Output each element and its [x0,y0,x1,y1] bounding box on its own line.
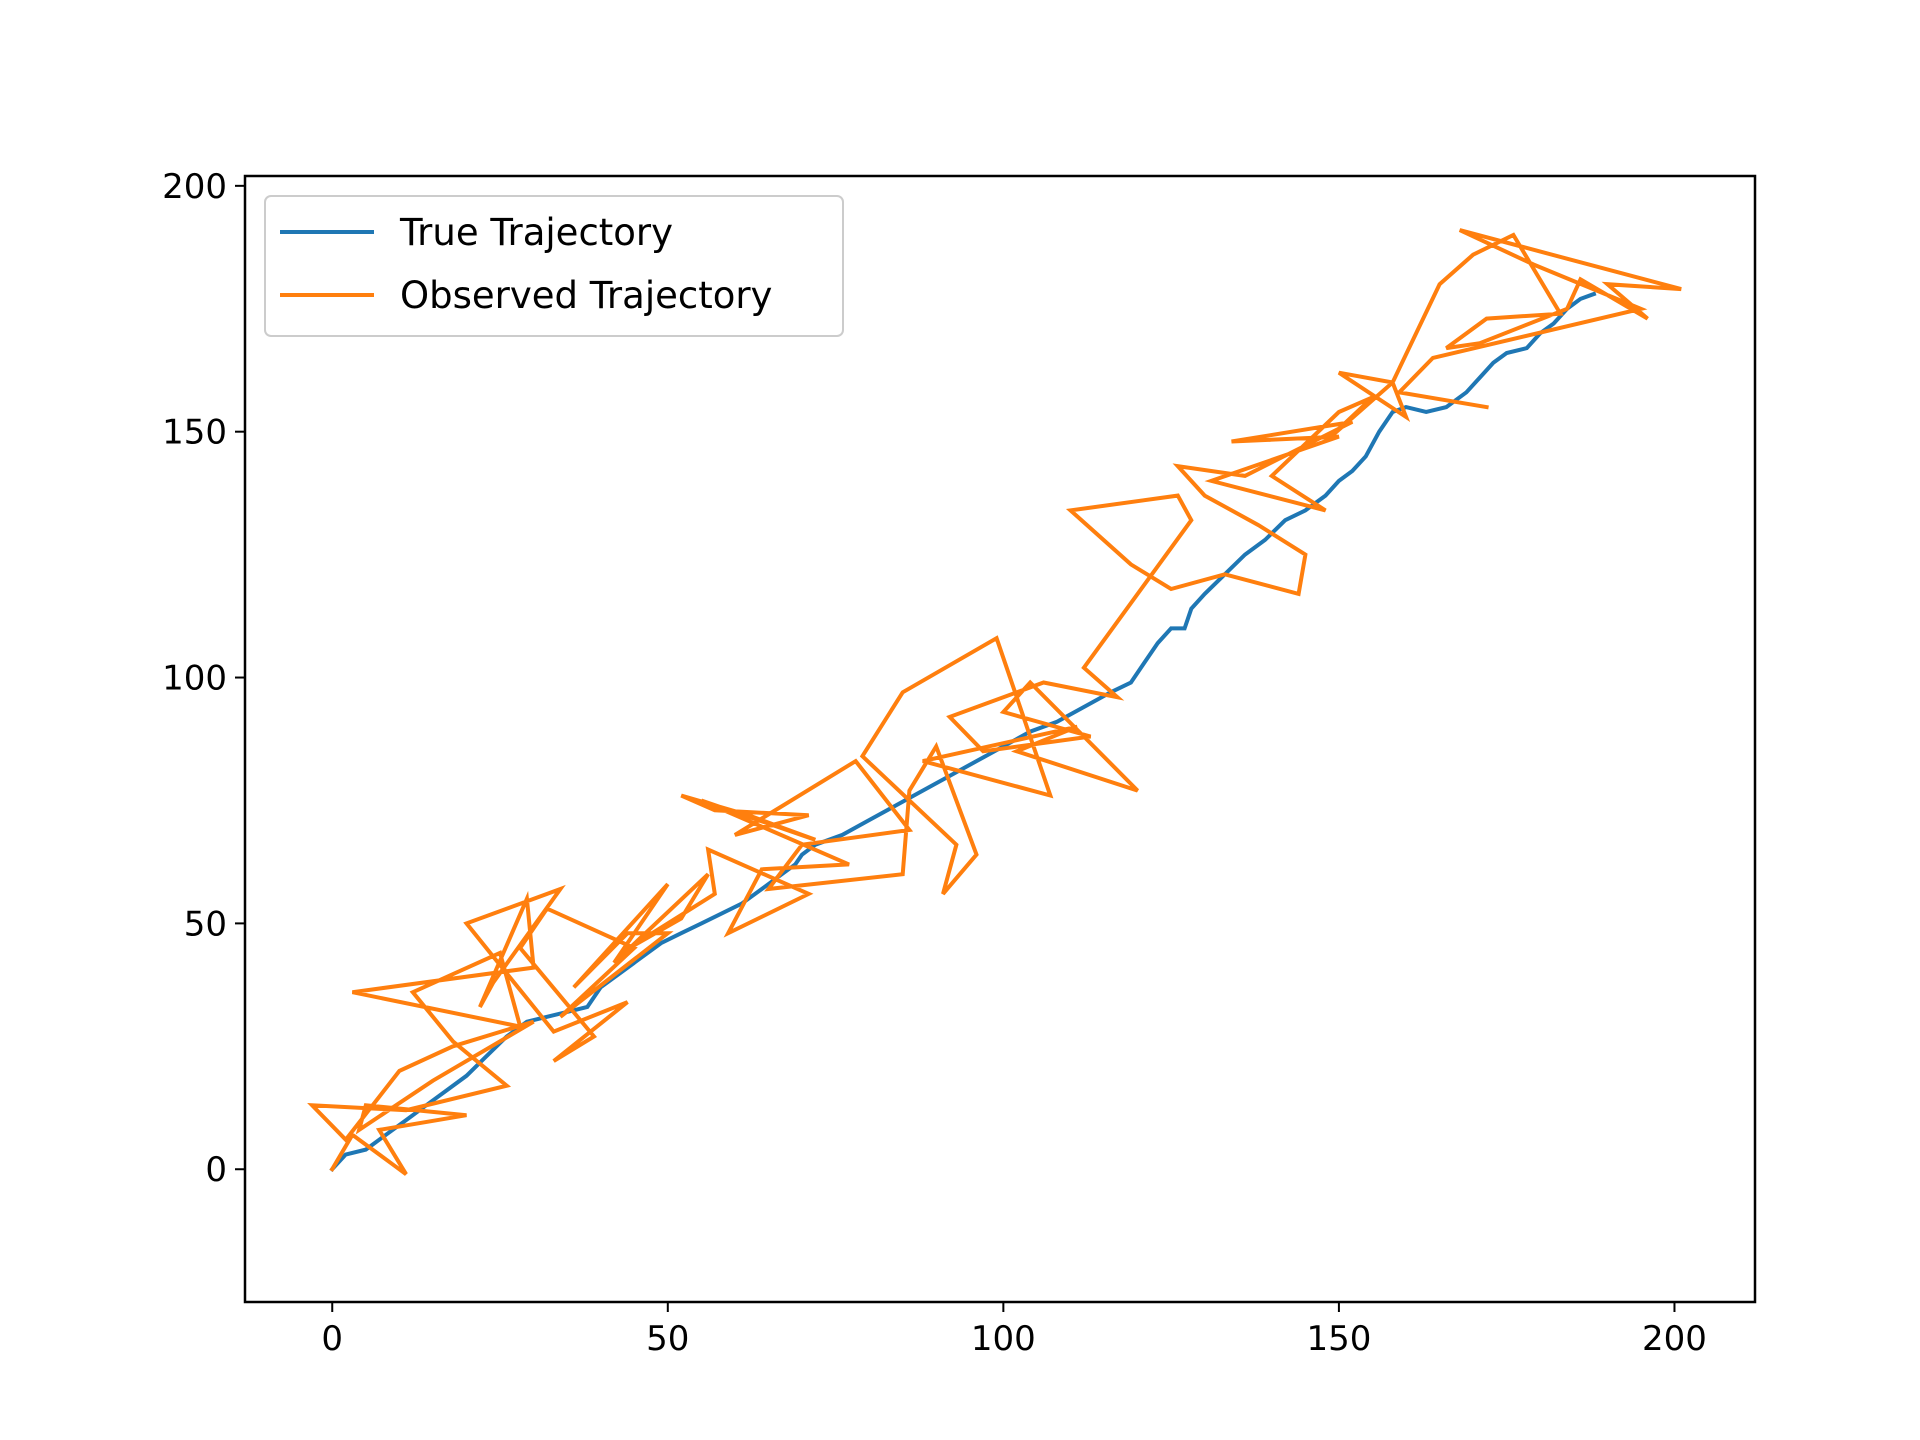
axes-frame [243,174,1757,1304]
y-tick-label: 0 [205,1150,227,1190]
x-tick-label: 50 [646,1319,689,1359]
y-tick-label: 50 [184,904,227,944]
y-tick-label: 100 [162,659,227,699]
x-tick-label: 150 [1306,1319,1371,1359]
legend-label-true: True Trajectory [399,211,673,254]
legend-box [264,195,844,337]
y-tick-label: 200 [162,167,227,207]
x-tick-label: 200 [1642,1319,1707,1359]
y-tick-label: 150 [162,413,227,453]
x-tick-label: 100 [971,1319,1036,1359]
legend-label-observed: Observed Trajectory [400,274,772,317]
plot-lines [307,228,1682,1176]
series-line-observed-trajectory [307,228,1682,1176]
legend: True Trajectory Observed Trajectory [264,195,844,337]
x-tick-label: 0 [321,1319,343,1359]
axis-ticks: 0 50 100 150 200 0 50 100 150 200 [162,167,1707,1359]
